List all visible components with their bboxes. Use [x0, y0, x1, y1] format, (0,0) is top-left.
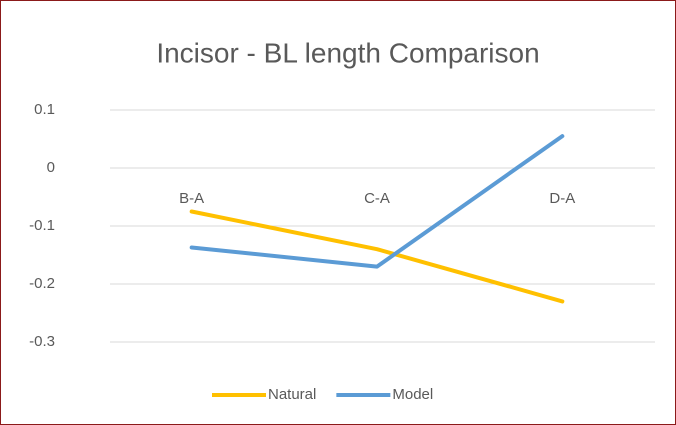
- legend-label: Model: [392, 386, 433, 403]
- x-tick-label: C-A: [364, 190, 390, 207]
- x-tick-label: B-A: [179, 190, 204, 207]
- line-series: [189, 134, 565, 269]
- y-tick-label: -0.3: [29, 333, 55, 350]
- x-tick-label: D-A: [549, 190, 575, 207]
- y-tick-label: 0: [47, 159, 55, 176]
- legend-label: Natural: [268, 386, 316, 403]
- y-tick-label: -0.2: [29, 275, 55, 292]
- y-tick-label: 0.1: [34, 101, 55, 118]
- y-tick-label: -0.1: [29, 217, 55, 234]
- line-series: [189, 209, 565, 304]
- chart-title: Incisor - BL length Comparison: [156, 37, 539, 68]
